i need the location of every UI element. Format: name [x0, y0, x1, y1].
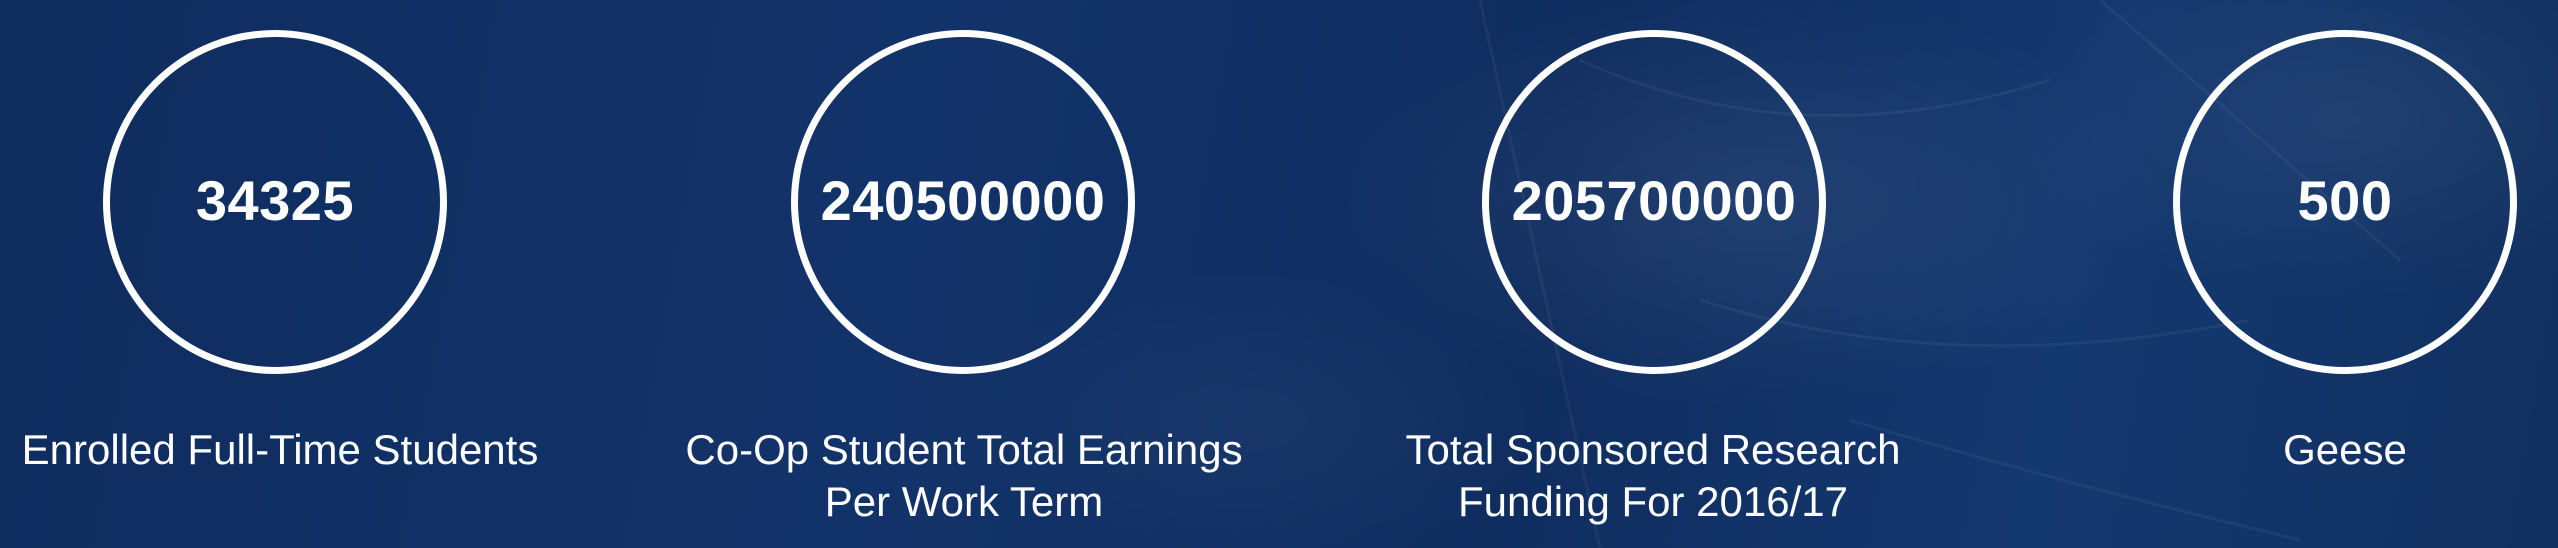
- stat-value: 205700000: [1511, 169, 1797, 232]
- stat-value: 34325: [195, 169, 355, 232]
- stat-circle: 240500000: [791, 30, 1135, 374]
- stat-circle: 205700000: [1482, 30, 1826, 374]
- stat-circle: 500: [2173, 30, 2517, 374]
- stat-label: Geese: [2283, 426, 2407, 473]
- stat-label: Co-Op Student Total Earnings Per Work Te…: [685, 426, 1243, 525]
- stat-enrolled-students: 34325 Enrolled Full-Time Students: [0, 0, 620, 548]
- stat-label: Enrolled Full-Time Students: [21, 426, 539, 473]
- stat-research-funding: 205700000 Total Sponsored Research Fundi…: [1343, 0, 1963, 548]
- stat-geese: 500 Geese: [1928, 0, 2548, 548]
- stat-value: 240500000: [820, 169, 1106, 232]
- stat-label: Total Sponsored Research Funding For 201…: [1405, 426, 1901, 525]
- stat-value: 500: [2297, 169, 2393, 232]
- stat-circle: 34325: [103, 30, 447, 374]
- stat-coop-earnings: 240500000 Co-Op Student Total Earnings P…: [664, 0, 1284, 548]
